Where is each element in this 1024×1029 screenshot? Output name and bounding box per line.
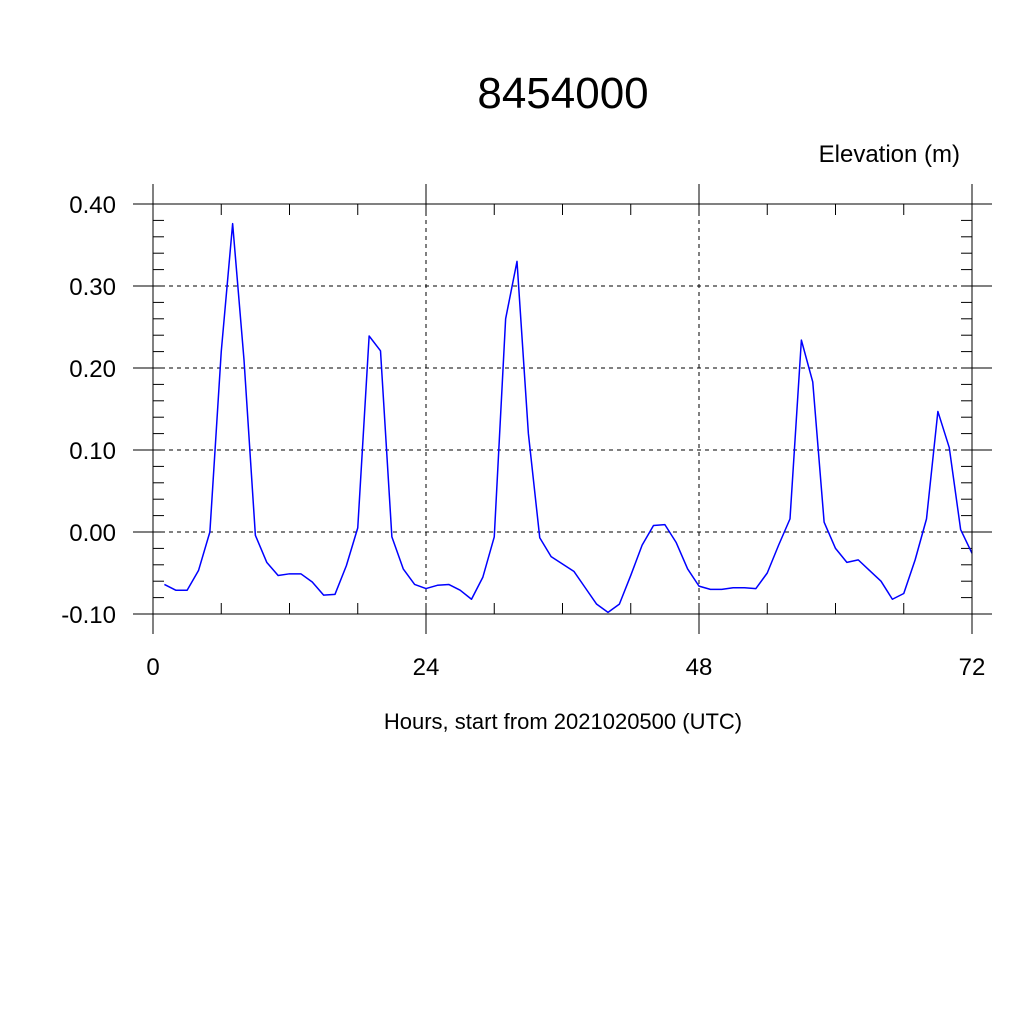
x-tick-label: 24: [413, 654, 440, 681]
grid: [152, 203, 973, 615]
y-tick-label: 0.10: [69, 438, 116, 465]
series-line: [164, 222, 973, 614]
chart-title: 8454000: [477, 69, 648, 118]
chart-subtitle: Elevation (m): [819, 141, 960, 168]
x-tick-label: 72: [959, 654, 986, 681]
y-tick-label: -0.10: [61, 602, 116, 629]
tick-labels: -0.10 0.00 0.10 0.20 0.30 0.40 0 24 48 72: [61, 192, 985, 681]
y-tick-label: 0.30: [69, 274, 116, 301]
series-layer: [164, 222, 973, 614]
x-tick-label: 0: [146, 654, 159, 681]
x-axis-label: Hours, start from 2021020500 (UTC): [384, 709, 742, 734]
y-tick-label: 0.20: [69, 356, 116, 383]
y-tick-label: 0.40: [69, 192, 116, 219]
y-tick-label: 0.00: [69, 520, 116, 547]
major-ticks: [133, 184, 992, 634]
x-tick-label: 48: [686, 654, 713, 681]
minor-ticks: [152, 203, 973, 615]
plot-frame: [152, 203, 973, 615]
